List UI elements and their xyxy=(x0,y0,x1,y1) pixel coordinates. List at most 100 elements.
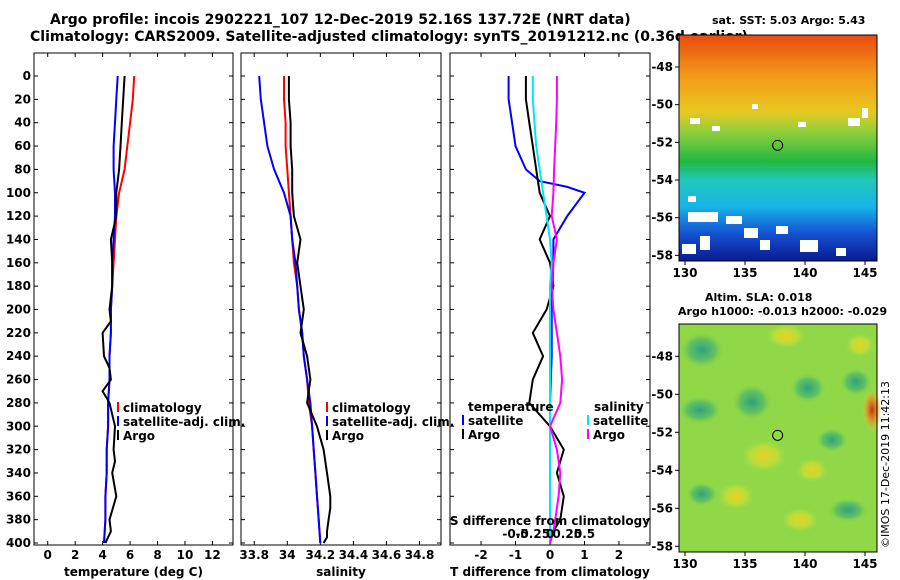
legend-label: Argo xyxy=(332,429,364,443)
y-tick-label: 60 xyxy=(14,139,31,153)
y-tick-label: 20 xyxy=(14,92,31,106)
map-y-tick-label: -58 xyxy=(651,539,673,553)
map-x-tick-label: 140 xyxy=(792,557,817,571)
x-tick-label: 12 xyxy=(204,548,221,562)
y-tick-label: 180 xyxy=(6,279,31,293)
x-tick-label: 2 xyxy=(615,548,623,562)
map-x-tick-label: 145 xyxy=(852,557,877,571)
y-tick-label: 140 xyxy=(6,232,31,246)
y-tick-label: 300 xyxy=(6,419,31,433)
top-tick-label: 0 xyxy=(546,527,554,541)
imos-watermark: ©IMOS 17-Dec-2019 11:42:13 xyxy=(879,381,892,548)
legend-label: satellite-adj. clim. xyxy=(332,415,454,429)
y-tick-label: 360 xyxy=(6,489,31,503)
legend-label: Argo xyxy=(123,429,155,443)
series-line xyxy=(103,75,119,544)
y-tick-label: 200 xyxy=(6,303,31,317)
y-tick-label: 0 xyxy=(23,69,31,83)
y-tick-label: 100 xyxy=(6,186,31,200)
x-tick-label: -1 xyxy=(509,548,522,562)
map-x-tick-label: 140 xyxy=(792,266,817,280)
difference-panel: -2 -1 0 1 2 T difference from climatology -0.5… xyxy=(449,52,651,579)
map-y-tick-label: -58 xyxy=(651,248,673,262)
map-y-tick-label: -50 xyxy=(651,98,673,112)
argo-location-marker xyxy=(772,429,784,441)
top-tick-label: -0.5 xyxy=(502,527,528,541)
x-tick-label: 34.6 xyxy=(372,548,402,562)
x-tick-label: 1 xyxy=(580,548,588,562)
argo-location-marker xyxy=(772,139,784,151)
map-y-tick-label: -48 xyxy=(651,349,673,363)
sst-map-title: sat. SST: 5.03 Argo: 5.43 xyxy=(712,14,865,27)
sla-map-title: Altim. SLA: 0.018 xyxy=(705,291,812,304)
map-y-tick-label: -52 xyxy=(651,135,673,149)
y-tick-label: 320 xyxy=(6,443,31,457)
map-x-tick-label: 145 xyxy=(852,266,877,280)
y-tick-label: 260 xyxy=(6,373,31,387)
y-tick-label: 280 xyxy=(6,396,31,410)
top-tick-label: 0.25 xyxy=(552,527,582,541)
y-tick-label: 220 xyxy=(6,326,31,340)
x-tick-label: 34 xyxy=(279,548,296,562)
legend-label: climatology xyxy=(123,401,202,415)
top-axis-label: S difference from climatology xyxy=(450,514,650,528)
x-tick-label: 34.2 xyxy=(306,548,336,562)
x-tick-label: -2 xyxy=(474,548,487,562)
legend-label: climatology xyxy=(332,401,411,415)
chart-title-line2: Climatology: CARS2009. Satellite-adjuste… xyxy=(30,29,748,45)
legend-label: satellite xyxy=(468,414,523,428)
legend-label: satellite-adj. clim. xyxy=(123,415,245,429)
x-tick-label: 0 xyxy=(44,548,52,562)
map-x-tick-label: 135 xyxy=(732,557,757,571)
map-x-tick-label: 135 xyxy=(732,266,757,280)
x-tick-label: 10 xyxy=(177,548,194,562)
temperature-panel: 0204060801001201401601802002202402602803… xyxy=(6,52,245,579)
map-x-tick-label: 130 xyxy=(672,557,697,571)
map-y-tick-label: -56 xyxy=(651,211,673,225)
x-tick-label: 2 xyxy=(71,548,79,562)
series-line xyxy=(524,76,565,544)
y-tick-label: 340 xyxy=(6,466,31,480)
series-line xyxy=(548,76,564,544)
sla-map-subtitle: Argo h1000: -0.013 h2000: -0.029 xyxy=(678,305,887,318)
map-y-tick-label: -50 xyxy=(651,387,673,401)
sst-cloud-gaps xyxy=(682,104,868,256)
x-tick-label: 0 xyxy=(546,548,554,562)
map-y-tick-label: -54 xyxy=(651,463,673,477)
y-tick-label: 380 xyxy=(6,513,31,527)
x-tick-label: 8 xyxy=(153,548,161,562)
y-tick-label: 400 xyxy=(6,536,31,550)
sst-map-panel: 130 135 140 145 -48 -50 -52 -54 -56 -58 xyxy=(651,34,878,280)
series-line xyxy=(101,75,126,544)
series-line xyxy=(531,76,553,543)
x-axis-label: salinity xyxy=(316,565,366,579)
x-tick-label: 34.8 xyxy=(405,548,435,562)
x-tick-label: 33.8 xyxy=(239,548,269,562)
y-tick-label: 40 xyxy=(14,116,31,130)
series-line xyxy=(287,76,332,544)
chart-title-line1: Argo profile: incois 2902221_107 12-Dec-… xyxy=(50,12,631,28)
x-tick-label: 4 xyxy=(98,548,106,562)
x-tick-label: 34.4 xyxy=(339,548,369,562)
x-tick-label: 6 xyxy=(126,548,134,562)
y-tick-label: 120 xyxy=(6,209,31,223)
salinity-panel: 33.8 34 34.2 34.4 34.6 34.8 salinity climatolog… xyxy=(239,52,454,579)
map-x-tick-label: 130 xyxy=(672,266,697,280)
map-y-tick-label: -54 xyxy=(651,173,673,187)
map-y-tick-label: -56 xyxy=(651,501,673,515)
plot-frame xyxy=(33,52,234,546)
legend-label: Argo xyxy=(468,428,500,442)
series-line xyxy=(258,75,322,544)
y-tick-label: 160 xyxy=(6,256,31,270)
y-tick-label: 80 xyxy=(14,162,31,176)
top-tick-label: -0.25 xyxy=(515,527,550,541)
sla-anomaly-blobs xyxy=(678,324,882,532)
sla-map-panel: 130 135 140 145 -48 -50 -52 -54 -56 -58 xyxy=(651,323,882,571)
plot-frame xyxy=(240,52,442,546)
legend-label: Argo xyxy=(593,428,625,442)
x-axis-label: temperature (deg C) xyxy=(64,565,203,579)
x-axis-label: T difference from climatology xyxy=(450,565,650,579)
map-y-tick-label: -52 xyxy=(651,425,673,439)
legend-label: satellite xyxy=(593,414,648,428)
